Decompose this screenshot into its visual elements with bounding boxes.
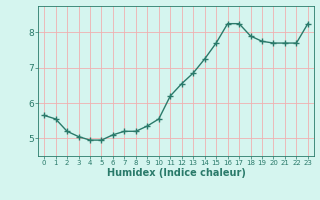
X-axis label: Humidex (Indice chaleur): Humidex (Indice chaleur) [107, 168, 245, 178]
